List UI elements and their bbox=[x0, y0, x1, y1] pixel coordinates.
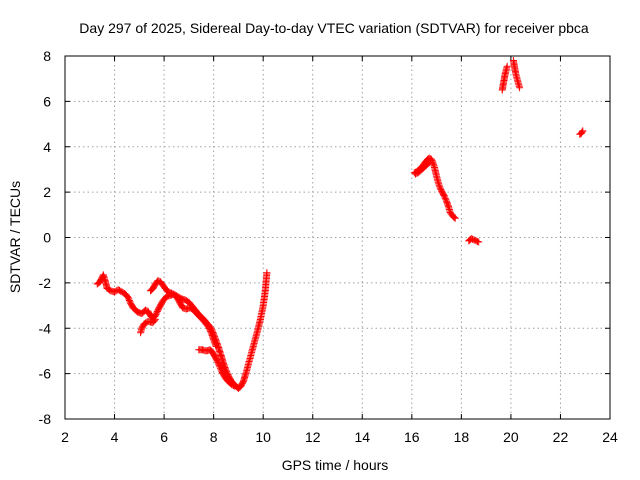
chart-title: Day 297 of 2025, Sidereal Day-to-day VTE… bbox=[79, 20, 589, 36]
data-point bbox=[231, 382, 239, 390]
y-tick-label: 8 bbox=[43, 48, 51, 64]
x-tick-label: 24 bbox=[602, 429, 618, 445]
data-layer bbox=[93, 57, 587, 392]
x-tick-label: 12 bbox=[305, 429, 321, 445]
data-point bbox=[124, 294, 132, 302]
data-point bbox=[475, 238, 483, 246]
grid-layer bbox=[65, 56, 610, 419]
data-point bbox=[425, 159, 433, 167]
y-axis-label: SDTVAR / TECUs bbox=[7, 181, 23, 293]
data-point bbox=[205, 323, 213, 331]
y-tick-label: 2 bbox=[43, 184, 51, 200]
x-axis-label: GPS time / hours bbox=[282, 457, 389, 473]
data-point bbox=[216, 364, 224, 372]
data-point bbox=[263, 269, 271, 277]
data-point bbox=[441, 193, 449, 201]
x-tick-label: 4 bbox=[111, 429, 119, 445]
data-point bbox=[579, 127, 587, 135]
x-tick-label: 18 bbox=[454, 429, 470, 445]
data-point bbox=[503, 62, 511, 70]
data-point bbox=[450, 213, 457, 221]
x-tick-label: 14 bbox=[354, 429, 370, 445]
x-tick-label: 16 bbox=[404, 429, 420, 445]
data-point bbox=[212, 342, 220, 350]
plot-frame bbox=[64, 55, 611, 420]
data-point bbox=[125, 295, 133, 303]
data-point bbox=[213, 357, 221, 365]
y-tick-label: 4 bbox=[43, 139, 51, 155]
x-tick-label: 10 bbox=[255, 429, 271, 445]
y-tick-label: -8 bbox=[39, 411, 52, 427]
data-point bbox=[440, 192, 448, 199]
x-tick-label: 22 bbox=[553, 429, 569, 445]
x-tick-label: 8 bbox=[210, 429, 218, 445]
data-point bbox=[516, 84, 524, 92]
data-point bbox=[205, 325, 213, 332]
data-point bbox=[151, 316, 159, 324]
y-tick-label: -4 bbox=[39, 320, 52, 336]
data-point bbox=[450, 214, 458, 221]
data-point bbox=[230, 382, 237, 389]
data-point bbox=[132, 307, 140, 315]
data-point bbox=[451, 214, 459, 222]
data-point bbox=[424, 160, 432, 167]
data-point bbox=[152, 310, 160, 318]
data-point bbox=[151, 315, 159, 323]
data-point bbox=[140, 308, 148, 316]
x-tick-label: 20 bbox=[503, 429, 519, 445]
y-tick-label: -2 bbox=[39, 275, 52, 291]
data-point bbox=[216, 363, 224, 371]
y-tick-label: 0 bbox=[43, 230, 51, 246]
x-tick-label: 2 bbox=[61, 429, 69, 445]
data-point bbox=[436, 183, 444, 191]
data-point bbox=[578, 128, 586, 136]
y-tick-label: 6 bbox=[43, 93, 51, 109]
y-tick-label: -6 bbox=[39, 366, 52, 382]
data-point bbox=[435, 181, 443, 189]
data-point bbox=[251, 335, 259, 343]
x-tick-label: 6 bbox=[160, 429, 168, 445]
